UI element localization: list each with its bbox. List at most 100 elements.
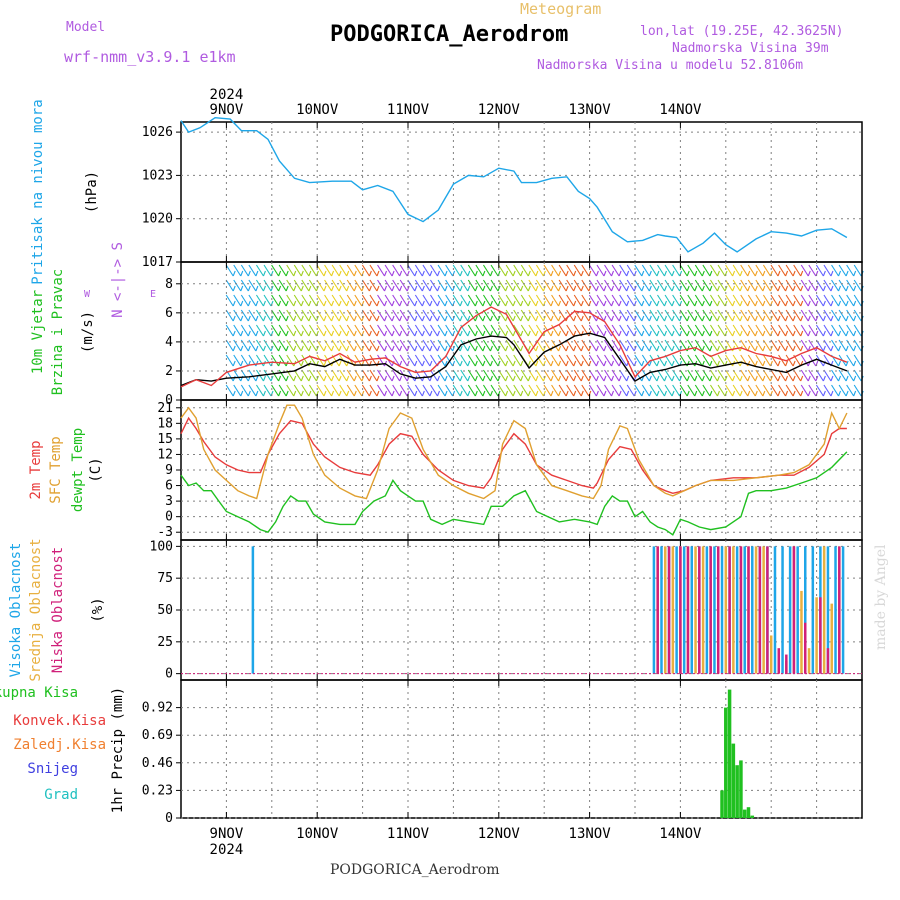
wind-arrow — [505, 354, 514, 367]
wind-arrow-head — [384, 390, 388, 397]
y-tick-label: 0.23 — [142, 783, 173, 798]
wind-arrow — [778, 264, 787, 277]
wind-arrow-head — [565, 375, 569, 382]
wind-arrow-head — [747, 360, 751, 367]
wind-arrow-head — [368, 315, 372, 322]
wind-arrow — [482, 369, 491, 382]
wind-arrow-head — [845, 300, 849, 307]
wind-arrow — [747, 264, 756, 277]
wind-arrow-head — [512, 360, 516, 367]
wind-arrow — [331, 279, 340, 292]
wind-arrow-head — [626, 300, 630, 307]
wind-arrow-head — [792, 375, 796, 382]
wind-arrow — [255, 324, 264, 337]
wind-arrow — [747, 369, 756, 382]
wind-arrow — [551, 324, 560, 337]
model-label: Model — [66, 20, 106, 35]
wind-arrow-head — [694, 390, 698, 397]
bar-clouds — [758, 546, 762, 674]
wind-arrow — [566, 264, 575, 277]
wind-arrow-head — [558, 360, 562, 367]
wind-arrow-head — [618, 270, 622, 277]
wind-arrow-head — [845, 390, 849, 397]
wind-arrow-head — [762, 375, 766, 382]
wind-arrow — [430, 369, 438, 382]
wind-arrow — [641, 384, 650, 397]
wind-arrow — [482, 309, 491, 322]
wind-arrow-head — [293, 390, 297, 397]
wind-arrow — [770, 339, 779, 352]
wind-arrow — [672, 384, 681, 397]
wind-arrow-head — [762, 360, 766, 367]
wind-arrow-head — [338, 300, 342, 307]
wind-arrow-head — [822, 300, 826, 307]
wind-arrow — [831, 384, 839, 397]
wind-arrow — [747, 279, 756, 292]
wind-arrow-head — [505, 330, 509, 337]
wind-arrow-head — [626, 390, 630, 397]
wind-arrow — [422, 339, 431, 352]
wind-arrow — [414, 264, 423, 277]
wind-arrow-head — [701, 315, 705, 322]
wind-arrow — [596, 264, 605, 277]
wind-arrow-head — [595, 345, 599, 352]
wind-arrow — [498, 384, 507, 397]
wind-arrow-head — [474, 270, 478, 277]
wind-arrow-head — [573, 375, 577, 382]
wind-arrow-head — [278, 285, 282, 292]
wind-arrow-head — [262, 315, 266, 322]
wind-arrow-head — [739, 330, 743, 337]
wind-arrow — [528, 309, 537, 322]
wind-arrow-head — [353, 375, 357, 382]
wind-arrow — [793, 309, 802, 322]
wind-arrow — [664, 354, 673, 367]
wind-arrow-head — [338, 330, 342, 337]
wind-arrow — [414, 279, 423, 292]
wind-arrow — [513, 354, 522, 367]
wind-arrow — [740, 264, 749, 277]
wind-arrow — [286, 279, 295, 292]
wind-arrow — [475, 264, 484, 277]
wind-arrow-head — [520, 360, 524, 367]
wind-arrow — [838, 324, 847, 337]
wind-arrow-head — [452, 285, 456, 292]
series-line-pressure — [180, 116, 848, 253]
wind-arrow — [196, 310, 203, 321]
wind-arrow-head — [754, 345, 758, 352]
wind-arrow — [430, 339, 438, 352]
wind-arrow — [399, 384, 408, 397]
wind-arrow-head — [641, 360, 645, 367]
wind-arrow — [687, 264, 696, 277]
wind-arrow — [392, 324, 401, 337]
wind-arrow-head — [626, 315, 630, 322]
y-tick-label: 1026 — [142, 125, 173, 140]
wind-arrow-head — [512, 315, 516, 322]
wind-arrow-head — [331, 315, 335, 322]
series-line-wind — [180, 306, 848, 388]
wind-arrow — [377, 309, 385, 322]
wind-arrow-head — [293, 315, 297, 322]
wind-arrow — [679, 384, 688, 397]
wind-arrow — [755, 309, 764, 322]
wind-arrow — [377, 339, 385, 352]
wind-arrow — [248, 384, 257, 397]
wind-arrow-head — [467, 390, 471, 397]
wind-arrow-head — [203, 361, 205, 366]
wind-arrow-head — [792, 360, 796, 367]
wind-arrow — [793, 279, 802, 292]
wind-arrow-head — [558, 390, 562, 397]
wind-arrow-head — [679, 315, 683, 322]
wind-arrow-head — [368, 285, 372, 292]
wind-arrow-head — [293, 285, 297, 292]
lonlat-label: lon,lat (19.25E, 42.3625N) — [640, 24, 844, 39]
wind-arrow — [604, 369, 612, 382]
wind-arrow — [445, 264, 454, 277]
wind-arrow — [573, 354, 582, 367]
wind-arrow — [263, 279, 272, 292]
wind-arrow-head — [558, 300, 562, 307]
wind-arrow — [399, 279, 408, 292]
wind-arrow — [301, 339, 310, 352]
wind-arrow — [445, 384, 454, 397]
wind-arrow — [588, 384, 597, 397]
wind-arrow — [551, 369, 560, 382]
